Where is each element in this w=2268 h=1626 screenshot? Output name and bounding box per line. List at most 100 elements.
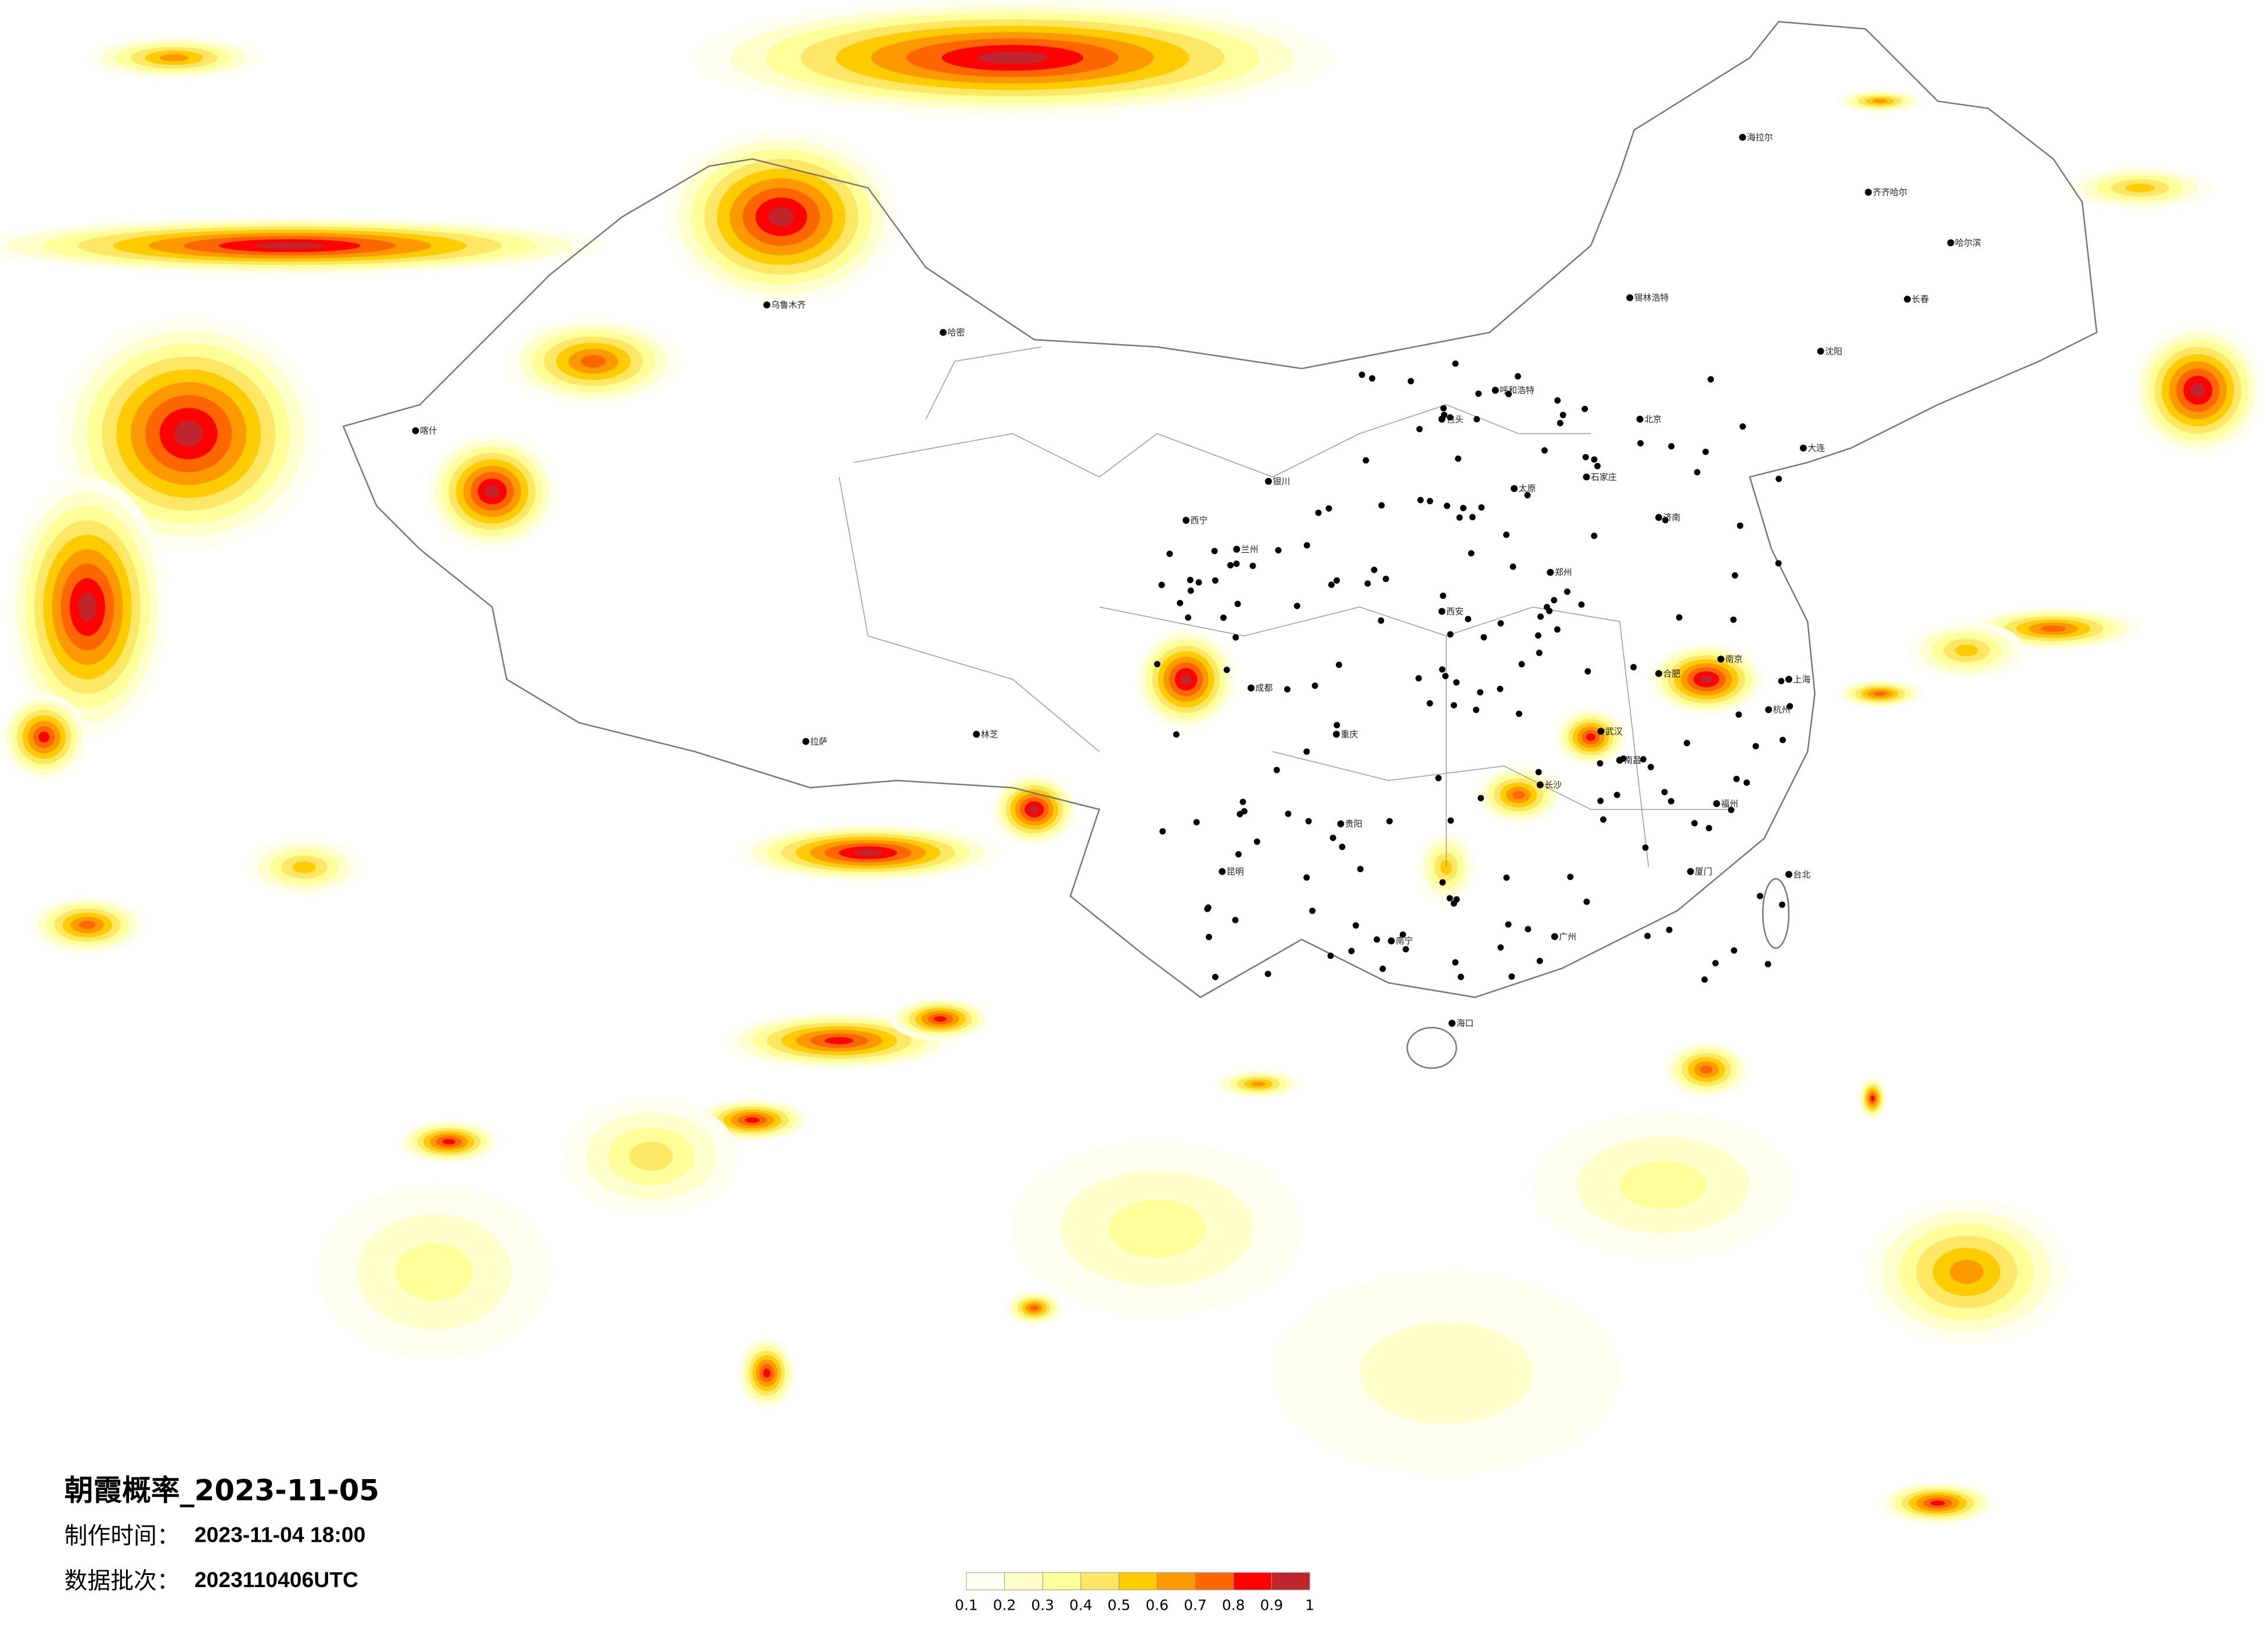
probability-cell xyxy=(1030,1305,1038,1311)
city-marker xyxy=(1293,602,1300,609)
city-marker xyxy=(1752,743,1759,750)
city-marker xyxy=(1667,798,1674,805)
legend-swatch xyxy=(1119,1572,1158,1591)
color-legend: 0.1 0.2 0.3 0.4 0.5 0.6 0.7 0.8 0.9 1 xyxy=(955,1572,1314,1614)
city-marker xyxy=(1382,575,1389,582)
city-marker xyxy=(1947,239,1954,247)
city-marker xyxy=(1591,456,1598,463)
city-marker xyxy=(1702,448,1709,455)
city-marker xyxy=(1778,901,1785,908)
probability-cell xyxy=(763,1368,771,1378)
city-marker xyxy=(1497,620,1504,627)
city-marker xyxy=(1264,970,1271,977)
city-marker xyxy=(973,731,980,738)
city-marker xyxy=(1778,678,1785,685)
city-marker xyxy=(1284,686,1291,693)
city-marker xyxy=(1219,868,1226,875)
city-label: 南宁 xyxy=(1396,936,1413,946)
city-marker xyxy=(1443,502,1450,509)
city-marker xyxy=(1497,944,1504,951)
city-marker xyxy=(1386,818,1393,825)
city-marker xyxy=(1817,347,1824,355)
city-marker xyxy=(1447,631,1454,638)
city-marker xyxy=(1731,572,1738,579)
city-marker xyxy=(1775,476,1782,483)
city-label: 林芝 xyxy=(981,729,998,739)
city-marker xyxy=(1503,531,1510,538)
city-marker xyxy=(802,738,810,745)
city-marker xyxy=(1465,616,1472,623)
city-marker xyxy=(1691,820,1698,827)
city-marker xyxy=(1787,703,1793,710)
city-label: 沈阳 xyxy=(1825,346,1842,357)
city-marker xyxy=(1358,371,1365,378)
city-marker xyxy=(1212,973,1219,980)
city-label: 杭州 xyxy=(1773,704,1791,715)
city-marker xyxy=(1187,577,1194,584)
probability-cell xyxy=(1874,692,1886,696)
city-marker xyxy=(1739,134,1746,141)
city-marker xyxy=(1613,792,1620,798)
city-marker xyxy=(1582,454,1589,461)
probability-cell xyxy=(292,861,316,873)
city-marker xyxy=(1457,973,1464,980)
probability-cell xyxy=(853,849,883,856)
city-marker xyxy=(1329,834,1336,841)
city-marker xyxy=(1640,756,1647,762)
city-marker xyxy=(1159,828,1166,835)
city-label: 锡林浩特 xyxy=(1634,293,1669,303)
city-label: 贵阳 xyxy=(1345,819,1363,829)
city-marker xyxy=(1415,675,1422,682)
city-marker xyxy=(1557,420,1563,427)
city-marker xyxy=(1661,789,1668,796)
probability-cell xyxy=(254,242,325,249)
probability-cell xyxy=(78,592,96,622)
probability-cell xyxy=(1955,645,1979,656)
city-marker xyxy=(1647,764,1654,771)
probability-cell xyxy=(1586,733,1595,741)
city-label: 银川 xyxy=(1273,476,1290,487)
city-marker xyxy=(1779,736,1786,743)
legend-swatch xyxy=(1042,1572,1081,1591)
city-label: 合肥 xyxy=(1663,668,1680,679)
city-label: 重庆 xyxy=(1340,729,1358,739)
city-marker xyxy=(1448,1020,1456,1027)
city-marker xyxy=(1450,702,1457,708)
city-marker xyxy=(1655,670,1662,677)
city-label: 厦门 xyxy=(1695,866,1712,877)
city-marker xyxy=(1158,581,1165,588)
city-marker xyxy=(1328,581,1335,588)
city-marker xyxy=(1166,551,1173,557)
city-marker xyxy=(1379,965,1386,972)
probability-cell xyxy=(1950,1260,1984,1284)
city-label: 乌鲁木齐 xyxy=(771,300,806,310)
city-label: 齐齐哈尔 xyxy=(1872,187,1907,197)
probability-cell xyxy=(824,1037,854,1045)
city-marker xyxy=(1687,868,1694,875)
city-marker xyxy=(1177,600,1184,607)
city-marker xyxy=(1744,779,1750,786)
city-label: 广州 xyxy=(1559,931,1576,942)
city-marker xyxy=(1369,375,1376,382)
probability-cell xyxy=(1359,1322,1533,1424)
city-marker xyxy=(1352,922,1359,929)
probability-cell xyxy=(484,485,499,498)
city-marker xyxy=(1785,675,1792,683)
city-marker xyxy=(1193,819,1200,826)
city-marker xyxy=(1567,873,1574,880)
probability-cell xyxy=(745,1117,760,1123)
city-marker xyxy=(1764,961,1771,967)
city-marker xyxy=(1327,952,1334,959)
city-marker xyxy=(1407,377,1414,384)
city-label: 台北 xyxy=(1793,869,1810,880)
probability-cell xyxy=(396,1243,473,1301)
city-marker xyxy=(1348,948,1355,955)
city-marker xyxy=(1332,731,1340,738)
city-marker xyxy=(1335,661,1342,668)
city-marker xyxy=(1460,505,1467,512)
city-marker xyxy=(1223,667,1230,673)
city-marker xyxy=(1311,682,1318,689)
city-label: 西宁 xyxy=(1191,515,1208,526)
city-label: 哈尔滨 xyxy=(1955,238,1981,248)
legend-tick-label: 0.6 xyxy=(1146,1597,1169,1614)
